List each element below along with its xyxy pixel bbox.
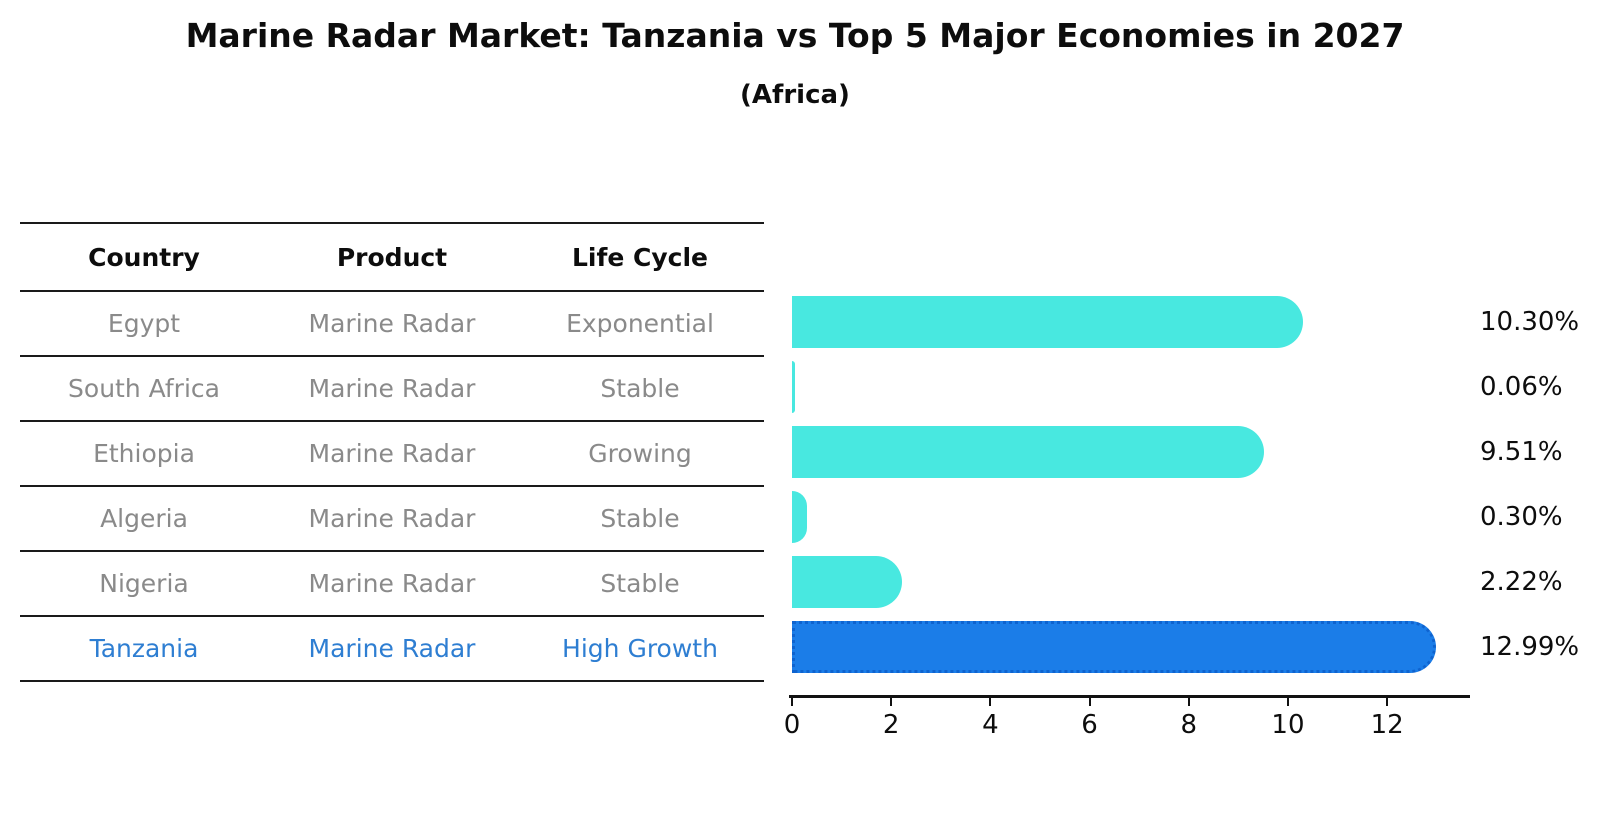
tick-label: 12 [1370,710,1404,740]
value-label-ethiopia: 9.51% [1480,437,1563,467]
chart-title: Marine Radar Market: Tanzania vs Top 5 M… [185,16,1405,55]
tick-mark [1386,698,1389,706]
x-axis-line [789,695,1470,698]
country-table: Country Product Life Cycle Egypt Marine … [20,222,764,682]
value-label-south-africa: 0.06% [1480,372,1563,402]
table-row-tanzania: Tanzania Marine Radar High Growth [20,617,764,682]
column-header-life-cycle: Life Cycle [571,242,709,272]
product-cell: Marine Radar [308,504,476,533]
value-label-egypt: 10.30% [1480,307,1580,337]
tick-mark [791,698,793,706]
country-cell: Ethiopia [93,439,195,468]
product-cell: Marine Radar [308,309,476,338]
tick-label: 4 [982,710,999,740]
tick-label: 8 [1180,710,1198,740]
country-cell: Tanzania [89,634,199,663]
product-cell: Marine Radar [308,634,476,663]
bar-ethiopia [792,426,1264,478]
country-cell: Algeria [100,504,188,533]
country-cell: Nigeria [99,569,189,598]
life-cycle-cell: Stable [600,374,680,403]
bar-algeria [792,491,807,543]
product-cell: Marine Radar [308,439,476,468]
bar-tanzania [792,621,1437,673]
table-row-ethiopia: Ethiopia Marine Radar Growing [20,422,764,487]
life-cycle-cell: Stable [600,569,680,598]
bar-nigeria [792,556,903,608]
bar-egypt [792,296,1303,348]
life-cycle-cell: High Growth [562,634,718,663]
tick-label: 2 [882,710,900,740]
tick-label: 10 [1271,710,1305,740]
tick-mark [1286,698,1289,706]
table-header-row: Country Product Life Cycle [20,224,764,292]
life-cycle-cell: Exponential [566,309,714,338]
column-header-country: Country [88,242,200,272]
tick-label: 6 [1081,710,1098,740]
product-cell: Marine Radar [308,569,476,598]
tick-mark [1088,698,1091,706]
table-row-egypt: Egypt Marine Radar Exponential [20,292,764,357]
chart-subtitle: (Africa) [740,80,850,110]
country-cell: South Africa [68,374,220,403]
table-row-algeria: Algeria Marine Radar Stable [20,487,764,552]
tick-mark [989,698,992,706]
value-label-tanzania: 12.99% [1480,632,1580,662]
product-cell: Marine Radar [308,374,476,403]
life-cycle-cell: Growing [588,439,692,468]
bar-south-africa [792,361,795,413]
value-label-algeria: 0.30% [1480,502,1563,532]
tick-label: 0 [783,710,801,740]
table-row-south-africa: South Africa Marine Radar Stable [20,357,764,422]
table-row-nigeria: Nigeria Marine Radar Stable [20,552,764,617]
country-cell: Egypt [107,309,181,338]
bar-plot: 0 2 4 6 8 10 12 [784,0,1470,823]
value-label-nigeria: 2.22% [1480,567,1563,597]
tick-mark [890,698,893,706]
tick-mark [1187,698,1190,706]
life-cycle-cell: Stable [600,504,680,533]
column-header-product: Product [336,242,448,272]
